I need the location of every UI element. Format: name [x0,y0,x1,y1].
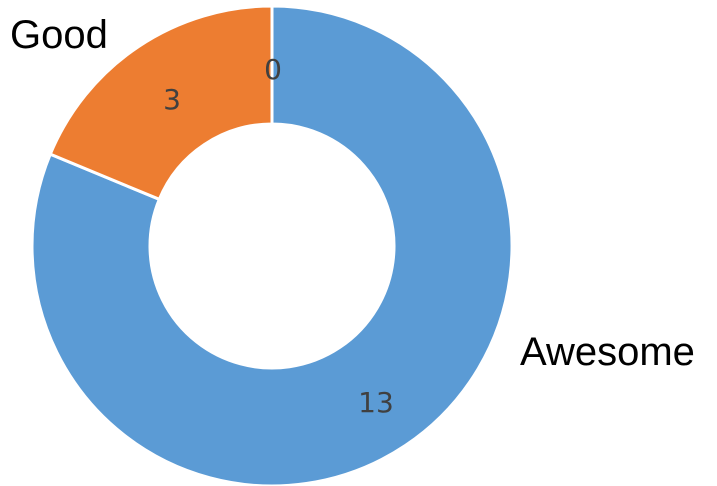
category-label-awesome: Awesome [520,330,695,374]
category-label-good: Good [10,13,108,57]
slice-awesome [30,4,514,486]
slices-group [30,4,514,486]
slice-good [48,4,274,202]
data-label-good: 3 [163,83,181,116]
data-label-awesome: 13 [358,386,394,419]
data-label-neutral: 0 [264,53,282,86]
